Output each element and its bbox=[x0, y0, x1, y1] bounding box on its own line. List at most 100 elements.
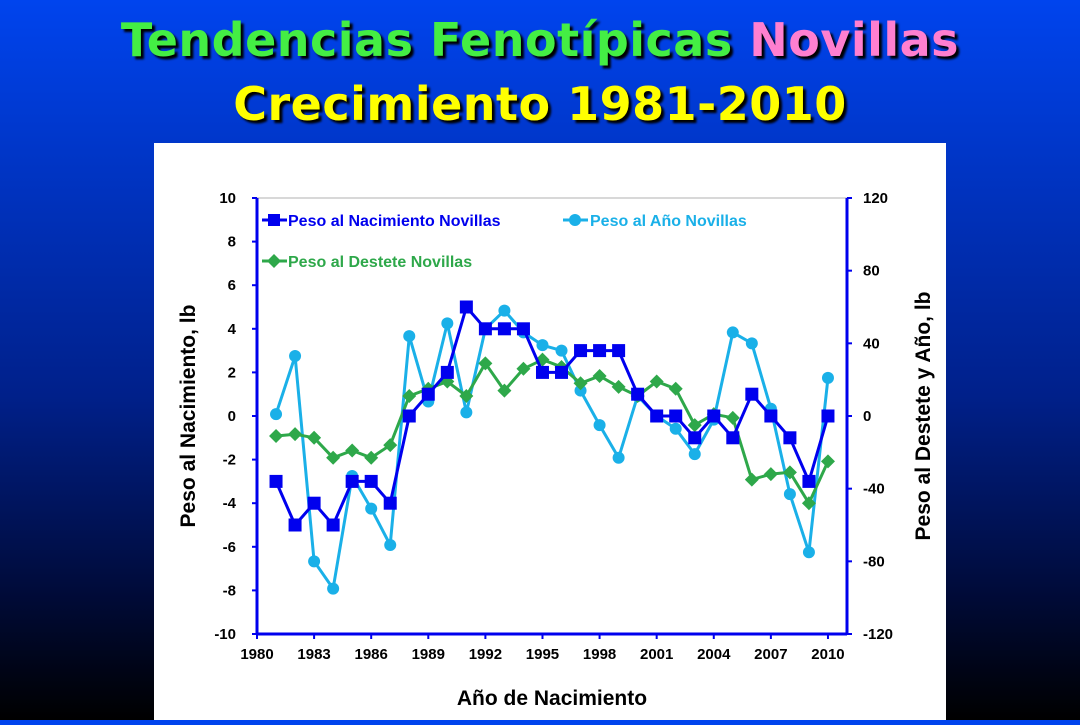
plot-area bbox=[256, 197, 848, 635]
data-point-diamond bbox=[402, 389, 417, 404]
data-point-diamond bbox=[288, 427, 303, 442]
chart-panel: 1980 1983 1986 1989 1992 1995 1998 2001 2004 2007… bbox=[154, 143, 946, 720]
data-point-diamond bbox=[307, 430, 322, 445]
data-point-circle bbox=[498, 304, 511, 317]
y-right-tick-label: -80 bbox=[863, 553, 885, 570]
data-point-circle bbox=[783, 488, 796, 501]
y-left-tick-label: 4 bbox=[228, 321, 237, 338]
data-point-diamond bbox=[269, 428, 284, 443]
data-point-diamond bbox=[763, 467, 778, 482]
data-point-square bbox=[269, 474, 283, 488]
data-point-diamond bbox=[573, 376, 588, 391]
data-point-circle bbox=[289, 350, 302, 363]
y-right-tick-label: 40 bbox=[863, 335, 880, 352]
y-left-tick-label: 0 bbox=[228, 408, 236, 425]
x-tick-label: 2004 bbox=[697, 646, 731, 663]
y-axis-right-title: Peso al Destete y Año, lb bbox=[912, 292, 935, 541]
data-point-square bbox=[307, 496, 321, 510]
data-point-diamond bbox=[592, 369, 607, 384]
x-tick-label: 1983 bbox=[297, 646, 330, 663]
data-point-diamond bbox=[345, 443, 360, 458]
data-point-diamond bbox=[820, 454, 835, 469]
y-left-tick-label: 8 bbox=[228, 234, 236, 251]
data-point-diamond bbox=[497, 383, 512, 398]
data-point-square bbox=[440, 365, 454, 379]
y-right-tick-label: 80 bbox=[863, 263, 880, 280]
data-point-square bbox=[516, 322, 530, 336]
data-point-circle bbox=[403, 330, 416, 343]
data-point-square bbox=[364, 474, 378, 488]
data-point-circle bbox=[384, 538, 397, 551]
legend-item-weaning-weight: Peso al Destete Novillas bbox=[262, 254, 472, 271]
series-layer bbox=[269, 300, 835, 595]
data-point-circle bbox=[270, 408, 283, 421]
data-point-square bbox=[745, 387, 759, 401]
x-tick-label: 2001 bbox=[640, 646, 673, 663]
data-point-circle bbox=[365, 502, 378, 515]
data-point-diamond bbox=[782, 465, 797, 480]
legend-item-yearling-weight: Peso al Año Novillas bbox=[563, 213, 747, 230]
data-point-square bbox=[345, 474, 359, 488]
y-left-tick-label: -4 bbox=[223, 495, 237, 512]
data-point-square bbox=[478, 322, 492, 336]
data-point-circle bbox=[574, 384, 587, 397]
legend-marker-diamond bbox=[267, 254, 281, 268]
legend-label-weaning-weight: Peso al Destete Novillas bbox=[288, 254, 472, 271]
legend-marker-square bbox=[268, 214, 280, 226]
axis-ticks: 1980 1983 1986 1989 1992 1995 1998 2001 2004 2007… bbox=[214, 190, 893, 663]
data-point-diamond bbox=[383, 438, 398, 453]
data-point-circle bbox=[327, 582, 340, 595]
x-tick-label: 1998 bbox=[583, 646, 616, 663]
slide-subtitle: Crecimiento 1981-2010 bbox=[233, 77, 847, 131]
data-point-square bbox=[631, 387, 645, 401]
legend: Peso al Nacimiento Novillas Peso al Año … bbox=[262, 213, 747, 271]
x-tick-label: 1980 bbox=[240, 646, 273, 663]
x-tick-label: 1992 bbox=[469, 646, 502, 663]
y-left-tick-label: -8 bbox=[223, 582, 236, 599]
series-circle bbox=[270, 304, 834, 595]
growth-trends-chart: 1980 1983 1986 1989 1992 1995 1998 2001 2004 2007… bbox=[177, 190, 935, 710]
legend-marker-circle bbox=[569, 214, 581, 226]
data-point-square bbox=[821, 409, 835, 423]
data-point-circle bbox=[745, 337, 758, 350]
data-point-square bbox=[783, 431, 797, 445]
data-point-square bbox=[612, 344, 626, 358]
legend-label-yearling-weight: Peso al Año Novillas bbox=[590, 213, 747, 230]
data-point-square bbox=[726, 431, 740, 445]
data-point-square bbox=[535, 365, 549, 379]
y-left-tick-label: 10 bbox=[219, 190, 236, 207]
data-point-diamond bbox=[516, 361, 531, 376]
data-point-diamond bbox=[668, 381, 683, 396]
series-square bbox=[269, 300, 835, 532]
y-left-tick-label: -2 bbox=[223, 452, 236, 469]
data-point-diamond bbox=[744, 472, 759, 487]
y-left-tick-label: -10 bbox=[214, 626, 236, 643]
slide-title-part1: Tendencias Fenotípicas bbox=[120, 13, 733, 67]
data-point-square bbox=[421, 387, 435, 401]
y-left-tick-label: 6 bbox=[228, 277, 236, 294]
data-point-circle bbox=[669, 422, 682, 435]
slide-title: Tendencias Fenotípicas Novillas bbox=[0, 10, 1080, 70]
slide-title-part2: Novillas bbox=[749, 13, 960, 67]
x-axis-title: Año de Nacimiento bbox=[457, 687, 647, 710]
y-axis-left-title: Peso al Nacimiento, lb bbox=[177, 305, 200, 528]
data-point-diamond bbox=[459, 389, 474, 404]
data-point-square bbox=[497, 322, 511, 336]
data-point-diamond bbox=[801, 496, 816, 511]
y-right-tick-label: 120 bbox=[863, 190, 888, 207]
data-point-square bbox=[650, 409, 664, 423]
data-point-circle bbox=[593, 419, 606, 432]
data-point-circle bbox=[460, 406, 473, 419]
y-left-tick-label: -6 bbox=[223, 539, 236, 556]
x-tick-label: 1986 bbox=[355, 646, 388, 663]
data-point-diamond bbox=[326, 450, 341, 465]
data-point-circle bbox=[612, 451, 625, 464]
data-point-square bbox=[802, 474, 816, 488]
data-point-square bbox=[288, 518, 302, 532]
data-point-square bbox=[555, 365, 569, 379]
data-point-circle bbox=[821, 371, 834, 384]
data-point-circle bbox=[802, 546, 815, 559]
data-point-square bbox=[669, 409, 683, 423]
y-right-tick-label: 0 bbox=[863, 408, 871, 425]
data-point-circle bbox=[308, 555, 321, 568]
